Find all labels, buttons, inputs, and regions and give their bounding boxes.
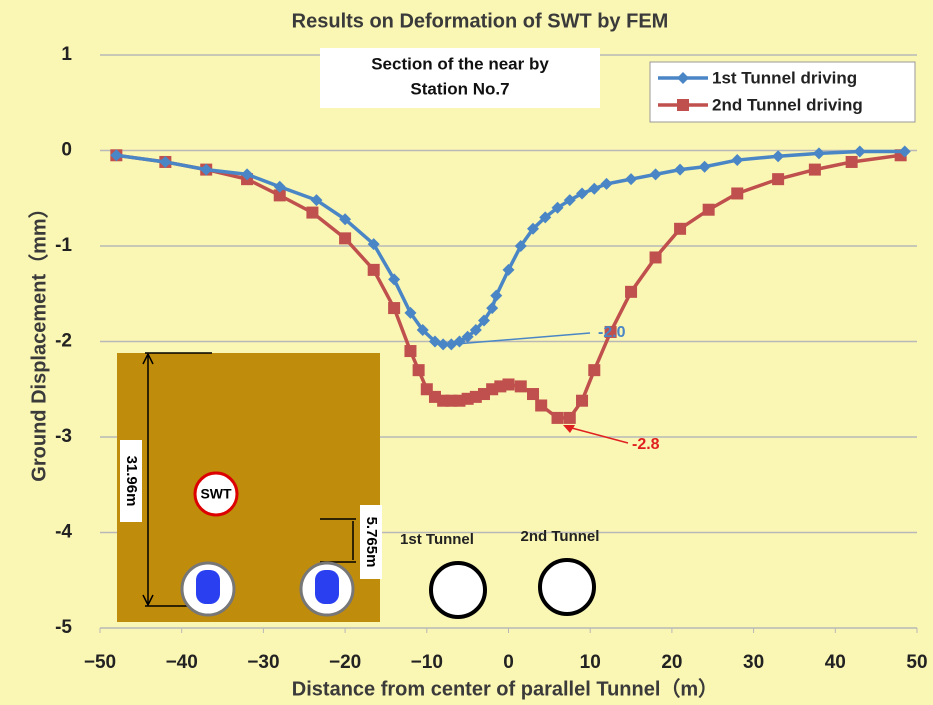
x-tick-label: 50: [906, 652, 927, 673]
annotation: -2.8: [632, 436, 660, 453]
marker: [564, 412, 576, 424]
dim-label: 5.765m: [363, 517, 380, 568]
x-tick-label: −40: [166, 652, 198, 673]
y-tick-label: -4: [55, 522, 72, 543]
marker: [846, 156, 858, 168]
marker: [527, 388, 539, 400]
marker: [809, 164, 821, 176]
x-tick-label: −20: [329, 652, 361, 673]
x-tick-label: 40: [825, 652, 846, 673]
dim-label: 31.96m: [123, 456, 140, 507]
subtitle: Section of the near by: [371, 54, 549, 73]
legend-label: 2nd Tunnel driving: [712, 95, 863, 114]
marker: [625, 286, 637, 298]
marker: [731, 187, 743, 199]
train: [315, 570, 339, 604]
swt-label: SWT: [200, 486, 232, 502]
marker: [368, 264, 380, 276]
chart: Results on Deformation of SWT by FEM Gro…: [0, 0, 933, 705]
marker: [703, 204, 715, 216]
annotation: -2.0: [598, 324, 626, 341]
marker: [339, 232, 351, 244]
x-tick-label: 0: [503, 652, 514, 673]
legend-label: 1st Tunnel driving: [712, 68, 857, 87]
x-tick-label: −10: [411, 652, 443, 673]
x-axis-label: Distance from center of parallel Tunnel（…: [292, 677, 718, 700]
train: [196, 570, 220, 604]
tunnel-circle: [540, 560, 594, 614]
y-tick-label: 0: [61, 140, 72, 161]
chart-title: Results on Deformation of SWT by FEM: [292, 10, 669, 32]
marker: [552, 412, 564, 424]
x-tick-label: 30: [743, 652, 764, 673]
tunnel-label: 2nd Tunnel: [521, 528, 600, 545]
y-tick-label: 1: [61, 44, 72, 65]
y-tick-label: -2: [55, 331, 72, 352]
marker: [515, 380, 527, 392]
y-tick-label: -5: [55, 617, 72, 638]
marker: [677, 99, 689, 111]
marker: [588, 364, 600, 376]
x-tick-label: −30: [247, 652, 279, 673]
tunnel-circle: [431, 563, 485, 617]
marker: [576, 395, 588, 407]
marker: [306, 207, 318, 219]
marker: [535, 399, 547, 411]
y-axis-label: Ground Displacement（mm）: [27, 198, 50, 481]
x-tick-label: 10: [580, 652, 601, 673]
marker: [388, 302, 400, 314]
legend: 1st Tunnel driving 2nd Tunnel driving: [650, 62, 915, 122]
y-tick-label: -3: [55, 426, 72, 447]
marker: [674, 223, 686, 235]
marker: [772, 173, 784, 185]
marker: [404, 345, 416, 357]
marker: [413, 364, 425, 376]
inset: 31.96m 5.765m SWT: [117, 353, 382, 622]
marker: [650, 251, 662, 263]
subtitle: Station No.7: [410, 79, 509, 98]
marker: [503, 378, 515, 390]
x-tick-label: −50: [84, 652, 116, 673]
y-tick-label: -1: [55, 235, 72, 256]
tunnel-label: 1st Tunnel: [400, 531, 474, 548]
x-tick-label: 20: [661, 652, 682, 673]
